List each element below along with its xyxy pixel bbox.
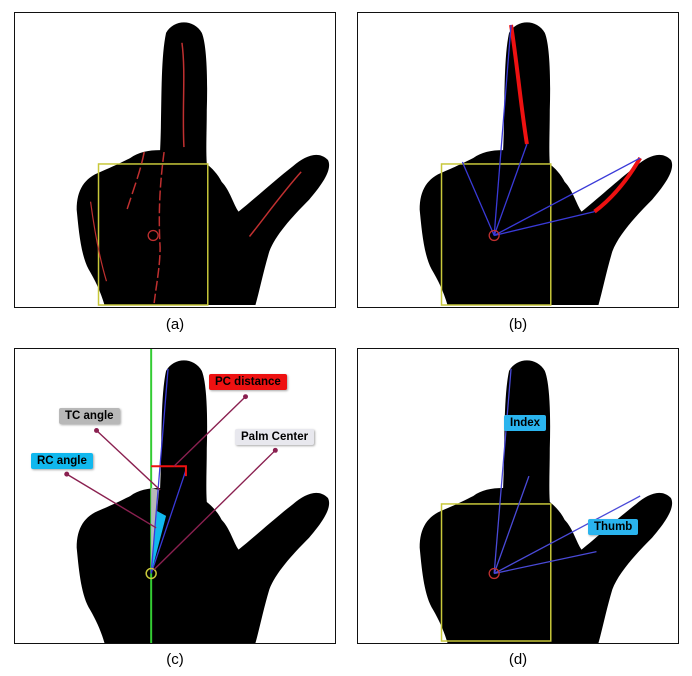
panel-a: [14, 12, 336, 308]
palm-center-marker: [488, 567, 500, 580]
line-to-index-base: [150, 469, 187, 574]
panel-a-figure: [76, 22, 330, 306]
skeleton-index: [181, 42, 185, 148]
line-to-thumb-tip: [493, 495, 641, 575]
palm-bounding-box: [440, 163, 552, 306]
label-index: Index: [504, 415, 547, 431]
line-to-index-tip: [493, 24, 512, 236]
skeleton-edge: [89, 201, 108, 282]
caption-a: (a): [165, 316, 185, 333]
line-to-thumb-base: [494, 550, 597, 575]
palm-center-leader: [153, 449, 276, 570]
line-to-thumb-tip: [493, 157, 641, 237]
line-to-index-tip: [150, 368, 169, 574]
hand-silhouette: [76, 360, 330, 643]
line-to-index-base: [493, 475, 530, 574]
pc-distance-bracket: [151, 465, 187, 477]
palm-center-marker: [145, 567, 157, 580]
panel-c: PC distance TC angle Palm Center RC angl…: [14, 348, 336, 644]
caption-d: (d): [508, 651, 528, 668]
skeleton-middle: [125, 151, 145, 212]
label-thumb: Thumb: [588, 519, 639, 535]
palm-center-marker: [488, 229, 500, 242]
line-to-index-base: [493, 143, 528, 236]
line-to-index-tip: [493, 368, 512, 574]
label-rc-angle: RC angle: [31, 453, 93, 469]
panel-b-figure: [419, 22, 673, 306]
thumb-skeleton-highlight: [593, 157, 642, 214]
index-skeleton-highlight: [509, 24, 529, 145]
palm-center-dot: [272, 447, 278, 453]
pc-distance-leader: [173, 396, 247, 467]
palm-center-marker: [147, 229, 159, 242]
panel-b: [357, 12, 679, 308]
label-pc-distance: PC distance: [209, 374, 287, 390]
caption-c: (c): [166, 651, 184, 668]
hand-silhouette: [419, 360, 673, 643]
palm-bounding-box: [97, 163, 209, 306]
line-to-thumb-base: [494, 211, 595, 237]
pc-distance-dot: [243, 394, 249, 400]
palm-bounding-box: [440, 503, 552, 642]
skeleton-center: [153, 151, 165, 304]
tc-angle-leader: [96, 429, 161, 491]
tc-angle-dot: [94, 427, 100, 433]
rc-angle-dot: [64, 471, 70, 477]
caption-b: (b): [508, 316, 528, 333]
panel-c-figure: [64, 349, 330, 643]
label-palm-center: Palm Center: [235, 429, 315, 445]
panel-d: Index Thumb: [357, 348, 679, 644]
line-to-middle: [461, 161, 495, 236]
skeleton-thumb: [248, 171, 302, 237]
rc-angle-leader: [66, 473, 157, 529]
label-tc-angle: TC angle: [59, 408, 120, 424]
panel-d-figure: [419, 360, 673, 643]
